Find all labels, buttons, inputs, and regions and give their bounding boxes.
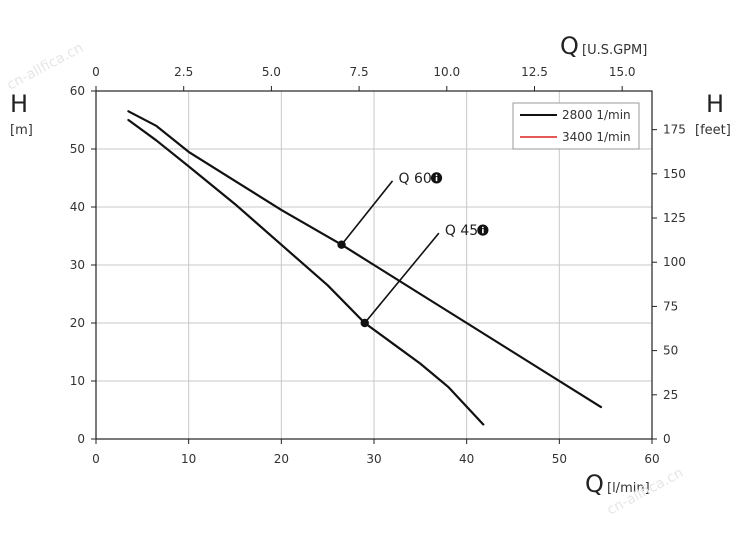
legend-label-3400: 3400 1/min xyxy=(562,130,631,144)
axis-ticks: 0 10 20 30 40 50 60 0 2.5 5.0 7.5 10.0 12.5 15.0 0 10 20… xyxy=(70,65,686,466)
legend-box xyxy=(512,102,640,150)
x-top-tick-label: 10.0 xyxy=(433,65,460,79)
y-left-symbol: H xyxy=(10,90,28,118)
y-left-tick-label: 30 xyxy=(70,258,85,272)
y-left-tick-label: 40 xyxy=(70,200,85,214)
x-top-tick-label: 5.0 xyxy=(262,65,281,79)
x-bottom-tick-label: 0 xyxy=(92,452,100,466)
operating-point-marker xyxy=(360,318,369,328)
y-right-tick-label: 50 xyxy=(663,344,678,358)
y-left-tick-label: 60 xyxy=(70,84,85,98)
operating-point-marker xyxy=(337,240,346,249)
y-right-tick-label: 75 xyxy=(663,299,678,313)
y-left-tick-label: 20 xyxy=(70,316,85,330)
info-icon-dot xyxy=(435,174,438,177)
y-left-unit: [m] xyxy=(10,123,33,138)
annotation-label: Q 45 xyxy=(445,223,478,239)
x-bottom-symbol: Q xyxy=(585,470,604,498)
x-bottom-tick-label: 60 xyxy=(644,452,659,466)
annotation-leader xyxy=(340,180,394,246)
y-right-tick-label: 175 xyxy=(663,123,686,137)
info-icon-stem xyxy=(435,176,438,182)
info-icon-stem xyxy=(482,229,484,234)
legend-label-2800: 2800 1/min xyxy=(562,108,631,122)
y-left-tick-label: 0 xyxy=(77,432,85,446)
x-bottom-tick-label: 40 xyxy=(459,452,474,466)
x-top-symbol: Q xyxy=(560,32,579,60)
x-bottom-tick-label: 30 xyxy=(366,452,381,466)
annotation-leader xyxy=(364,232,440,324)
legend: 2800 1/min 3400 1/min xyxy=(512,102,640,150)
series xyxy=(127,110,603,426)
annotation-label: Q 60 xyxy=(399,171,432,187)
info-icon xyxy=(477,224,489,236)
y-right-tick-label: 0 xyxy=(663,432,671,446)
x-top-tick-label: 7.5 xyxy=(350,65,369,79)
series-line-0 xyxy=(127,110,603,409)
y-right-tick-label: 125 xyxy=(663,211,686,225)
y-right-tick-label: 150 xyxy=(663,167,686,181)
y-right-symbol: H xyxy=(706,90,724,118)
y-right-unit: [feet] xyxy=(695,123,731,138)
y-left-tick-label: 50 xyxy=(70,142,85,156)
y-left-tick-label: 10 xyxy=(70,374,85,388)
annotations: Q 60 Q 45 xyxy=(337,171,489,328)
x-top-tick-label: 12.5 xyxy=(521,65,548,79)
x-top-tick-label: 15.0 xyxy=(609,65,636,79)
x-top-unit: [U.S.GPM] xyxy=(582,43,647,58)
x-top-tick-label: 2.5 xyxy=(174,65,193,79)
x-bottom-tick-label: 20 xyxy=(274,452,289,466)
info-icon-dot xyxy=(481,226,484,229)
series-line-1 xyxy=(127,118,485,426)
info-icon xyxy=(430,172,443,184)
x-top-tick-label: 0 xyxy=(92,65,100,79)
x-bottom-tick-label: 10 xyxy=(181,452,196,466)
x-bottom-unit: [l/min] xyxy=(607,481,650,496)
x-bottom-tick-label: 50 xyxy=(552,452,567,466)
y-right-tick-label: 100 xyxy=(663,255,686,269)
y-right-tick-label: 25 xyxy=(663,388,678,402)
